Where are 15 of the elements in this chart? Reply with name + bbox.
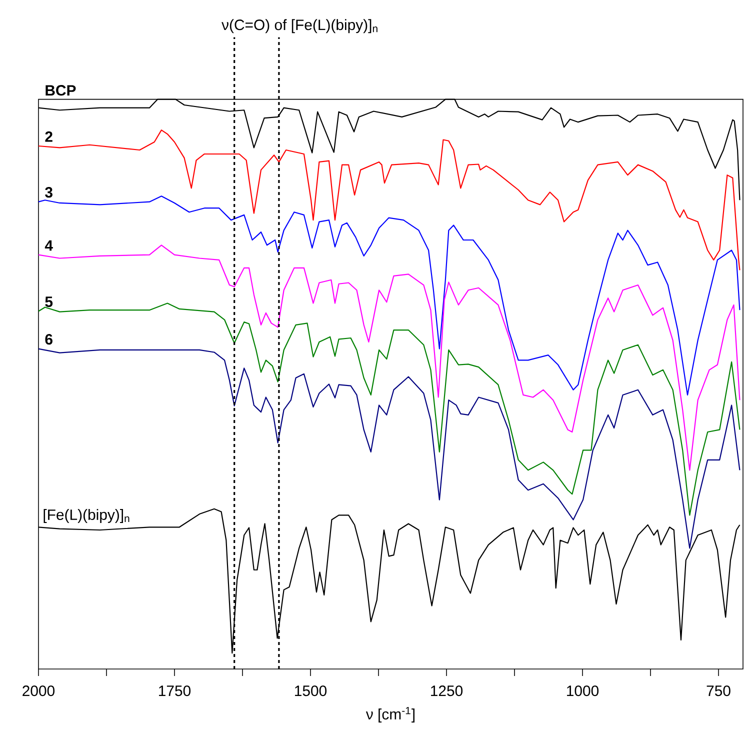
- x-tick-label: 1500: [295, 686, 327, 696]
- x-tick-label: 1250: [431, 686, 463, 696]
- series-label: 3: [45, 187, 52, 198]
- series-label: 2: [45, 131, 52, 142]
- x-tick-label: 2000: [22, 686, 55, 696]
- series-label: BCP: [46, 85, 76, 96]
- series-label: 4: [44, 240, 53, 251]
- chart-title: ν(C=O) of [Fe(L)(bipy)]$_{n}$: [222, 19, 378, 34]
- x-tick-label: 750: [706, 686, 730, 696]
- series-label: 6: [45, 334, 52, 345]
- x-tick-label: 1000: [567, 686, 599, 696]
- series-label: 5: [45, 296, 53, 308]
- x-tick-label: 1750: [159, 686, 191, 696]
- x-axis-title: ν [cm$^{-1}$]: [366, 706, 414, 722]
- series-label: [Fe(L)(bipy)]$_{n}$: [44, 509, 130, 523]
